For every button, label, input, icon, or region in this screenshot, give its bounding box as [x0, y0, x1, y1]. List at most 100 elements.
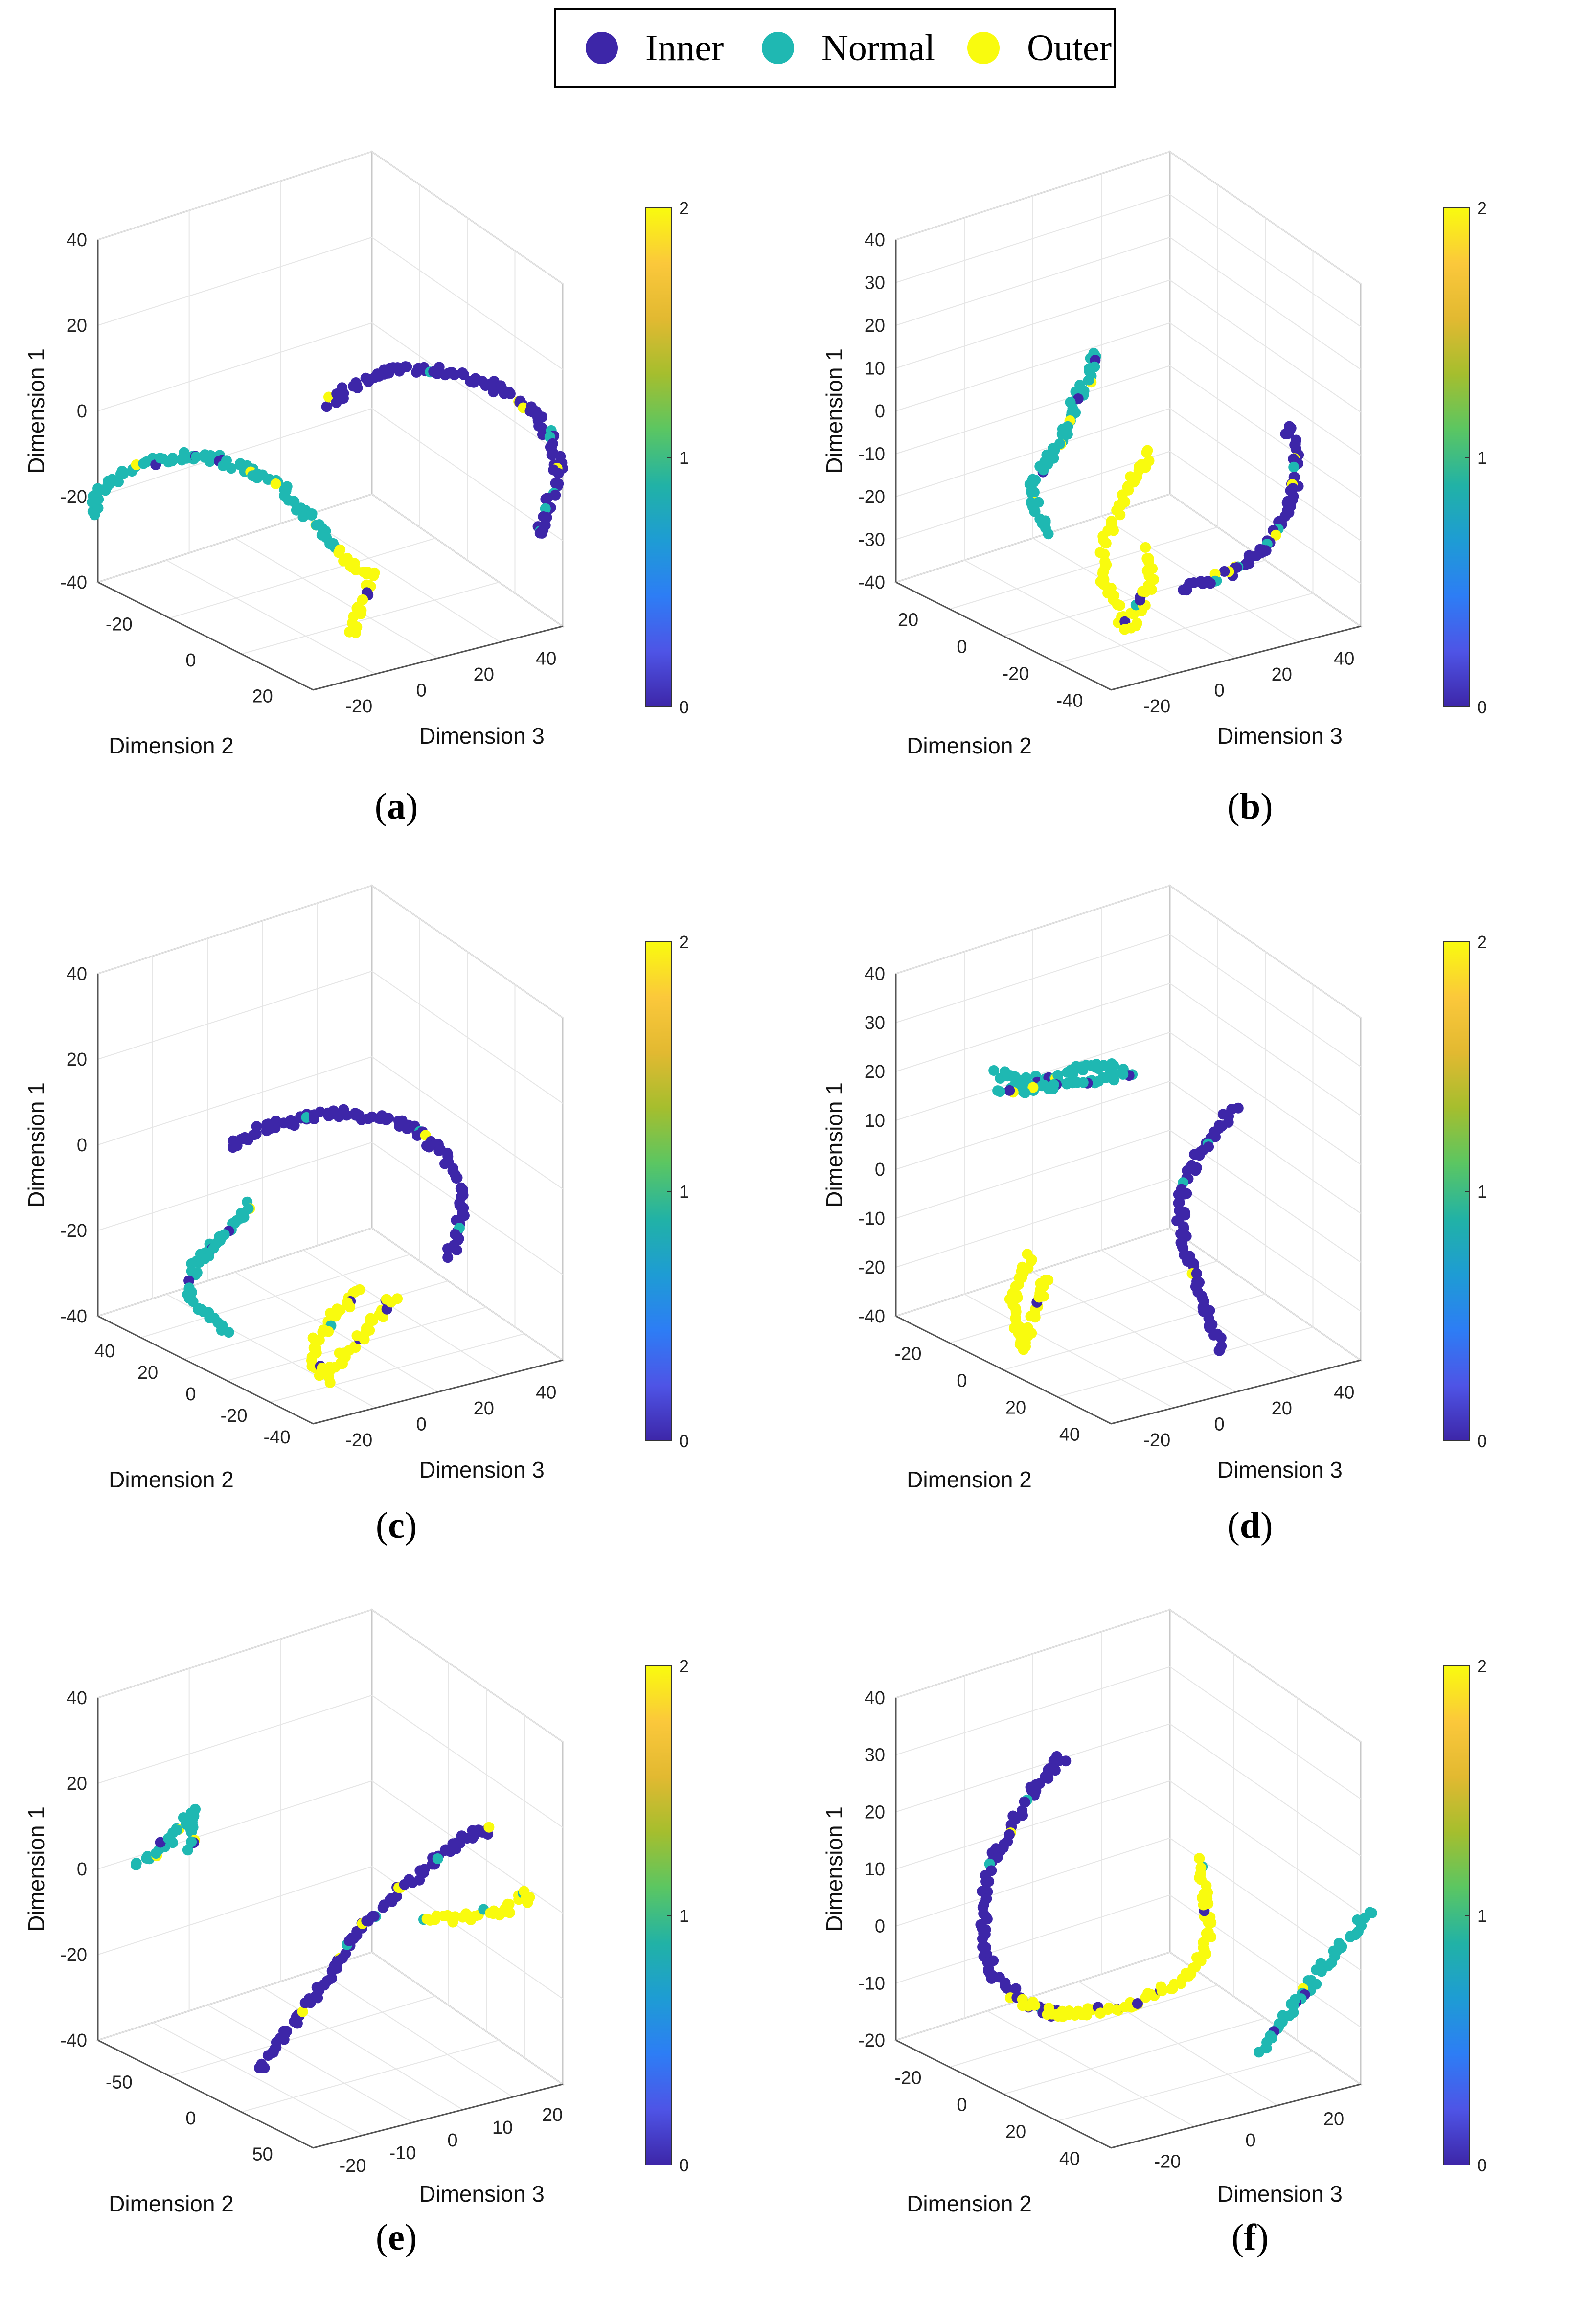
point-normal: [1017, 1085, 1028, 1096]
series-inner: [1171, 1102, 1244, 1356]
x-tick-label: 0: [957, 637, 967, 658]
point-inner: [980, 1911, 992, 1922]
point-inner: [340, 1948, 351, 1959]
y-axis-label: Dimension 3: [1217, 1457, 1343, 1482]
caption-letter: b: [1239, 786, 1261, 827]
x-axis-label: Dimension 2: [109, 733, 234, 758]
colorbar-tick-label: 1: [679, 1182, 689, 1202]
x-axis-label: Dimension 2: [907, 1467, 1032, 1492]
series-normal: [1024, 348, 1101, 540]
y-axis-label: Dimension 3: [1217, 723, 1343, 749]
point-inner: [536, 527, 547, 539]
point-normal: [1083, 374, 1094, 386]
z-tick-label: -20: [60, 1945, 87, 1965]
point-normal: [155, 1837, 166, 1848]
point-outer: [1097, 566, 1109, 577]
x-tick-label: 40: [94, 1341, 115, 1362]
point-normal: [185, 1824, 197, 1836]
point-normal: [1345, 1932, 1356, 1943]
y-tick-label: 40: [1334, 648, 1354, 669]
point-outer: [1132, 1998, 1143, 2009]
z-tick-label: 40: [865, 230, 885, 251]
point-outer: [1140, 542, 1151, 553]
y-tick-label: -20: [1143, 696, 1170, 717]
legend-item-normal: Normal: [762, 10, 935, 86]
series-outer: [1017, 1853, 1217, 2022]
grid: [894, 1608, 1363, 2149]
point-inner: [440, 1844, 451, 1855]
series-inner: [975, 1751, 1072, 2022]
data-points: [131, 1803, 535, 2073]
point-inner: [442, 1243, 453, 1254]
z-tick-label: 40: [865, 1688, 885, 1709]
point-inner: [401, 361, 412, 372]
point-outer: [1022, 1322, 1033, 1333]
point-normal: [1098, 1060, 1109, 1071]
colorbar-tick-label: 2: [1477, 198, 1487, 218]
z-tick-label: -10: [858, 444, 885, 465]
x-tick-label: -20: [106, 615, 133, 635]
point-inner: [383, 1113, 394, 1124]
z-tick-label: -10: [858, 1973, 885, 1994]
colorbar-tick-label: 0: [679, 1431, 689, 1451]
point-inner: [538, 511, 549, 522]
point-inner: [341, 1110, 352, 1121]
legend-label: Normal: [821, 27, 935, 68]
point-normal: [297, 511, 309, 523]
point-normal: [1004, 1085, 1015, 1096]
x-axis-label: Dimension 2: [109, 2191, 234, 2216]
point-outer: [1029, 2000, 1040, 2011]
colorbar-tick-label: 2: [679, 932, 689, 952]
y-tick-label: 0: [416, 680, 427, 701]
legend-item-outer: Outer: [967, 10, 1112, 86]
point-normal: [1254, 2047, 1264, 2058]
y-tick-label: 40: [1334, 1382, 1354, 1403]
point-normal: [208, 1243, 219, 1254]
chart-panel-f: 40 30 20 10 0 -10 -20 -20 0 20 40 -20 0 20 Dimension 1…: [798, 1600, 1596, 2324]
grid: [96, 884, 565, 1425]
y-tick-label: -20: [1143, 1430, 1170, 1451]
point-inner: [1178, 584, 1189, 595]
point-normal: [105, 478, 115, 489]
point-outer: [1043, 1275, 1054, 1286]
point-inner: [1010, 1983, 1022, 1994]
x-tick-label: 20: [898, 610, 918, 631]
z-tick-label: 40: [67, 1688, 87, 1709]
point-inner: [285, 1118, 296, 1130]
legend-marker: [762, 32, 794, 64]
y-tick-label: 0: [1245, 2130, 1255, 2151]
point-normal: [1355, 1917, 1366, 1928]
data-points: [182, 1104, 470, 1388]
y-tick-label: 10: [492, 2118, 513, 2138]
x-tick-label: -20: [221, 1406, 248, 1426]
z-tick-label: 40: [865, 964, 885, 984]
colorbar-tick-label: 0: [1477, 1431, 1487, 1451]
caption-letter: c: [388, 1505, 405, 1546]
colorbar-tick-label: 0: [679, 2155, 689, 2175]
x-tick-label: 20: [1005, 2122, 1026, 2142]
point-inner: [468, 377, 479, 388]
caption-a: (a): [374, 786, 418, 827]
y-tick-label: 40: [536, 1382, 556, 1403]
point-inner: [1000, 1981, 1011, 1992]
point-normal: [166, 456, 178, 467]
point-normal: [1027, 1082, 1039, 1093]
point-outer: [307, 1332, 319, 1344]
y-tick-label: -10: [389, 2143, 416, 2164]
z-tick-label: 0: [875, 1916, 885, 1937]
point-inner: [483, 1822, 495, 1833]
point-inner: [1189, 1149, 1200, 1160]
point-inner: [321, 401, 332, 412]
y-tick-label: 20: [1272, 664, 1292, 685]
x-tick-label: -50: [106, 2073, 133, 2093]
series-inner: [228, 1104, 470, 1263]
point-inner: [456, 1830, 467, 1842]
point-inner: [432, 368, 443, 379]
point-normal: [1038, 464, 1049, 476]
point-inner: [377, 1902, 388, 1913]
point-inner: [1054, 1755, 1065, 1766]
point-inner: [1219, 566, 1230, 577]
